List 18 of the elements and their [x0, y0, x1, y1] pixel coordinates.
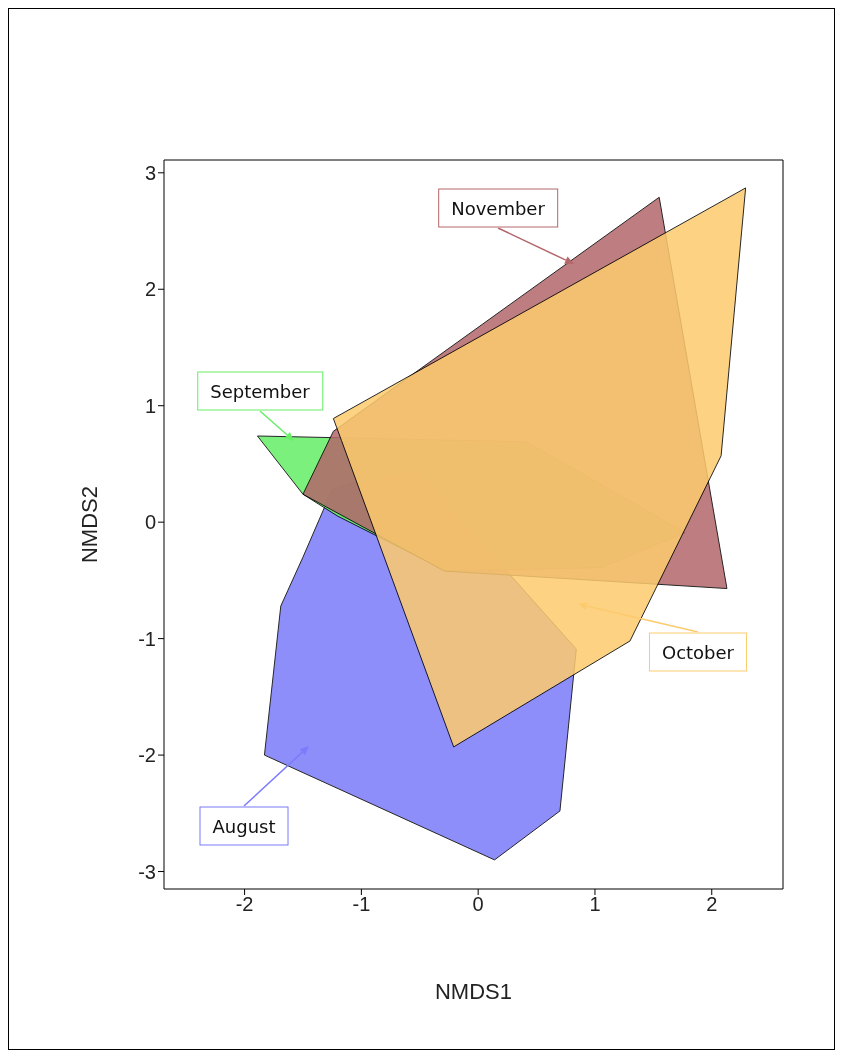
x-tick-label: 0 — [472, 893, 484, 916]
x-tick-label: 1 — [589, 893, 601, 916]
text: August — [199, 806, 289, 846]
x-tick-label: 2 — [706, 893, 718, 916]
series-label: October — [648, 632, 748, 672]
y-tick-label: -1 — [138, 627, 156, 650]
y-tick-label: 2 — [144, 278, 156, 301]
y-tick-label: 3 — [144, 161, 156, 184]
x-axis-title: NMDS1 — [434, 979, 513, 1004]
series-label: September — [197, 371, 323, 411]
text: November — [438, 188, 558, 228]
x-tick-label: -2 — [235, 893, 254, 916]
y-tick-label: -2 — [138, 744, 156, 767]
y-axis-title: NMDS2 — [76, 485, 102, 564]
y-tick-label: -3 — [138, 860, 156, 883]
x-tick-label: -1 — [352, 893, 371, 916]
y-tick-label: 1 — [144, 394, 156, 417]
y-tick-label: 0 — [144, 511, 156, 534]
